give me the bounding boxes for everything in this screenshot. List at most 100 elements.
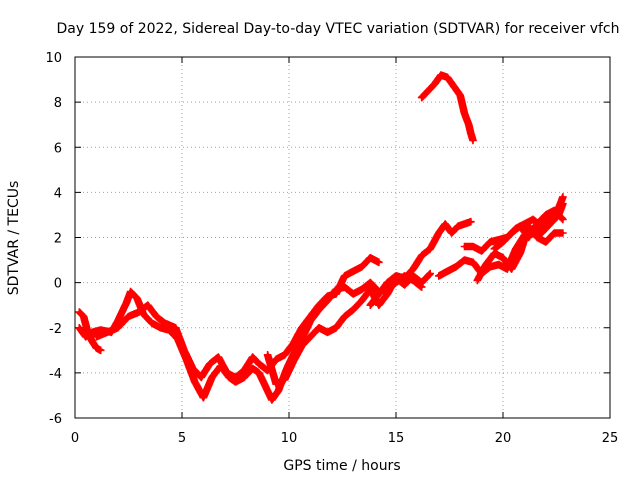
data-point: [334, 292, 338, 296]
data-point: [475, 278, 479, 282]
data-point: [191, 366, 195, 370]
series-arc-5: [366, 217, 475, 309]
data-point: [270, 398, 274, 402]
data-point: [257, 371, 261, 375]
data-point: [377, 303, 381, 307]
data-point: [368, 287, 372, 291]
data-point: [351, 292, 355, 296]
series-arc-1: [75, 308, 105, 355]
data-point: [283, 378, 287, 382]
data-point: [251, 355, 255, 359]
data-point: [458, 93, 462, 97]
data-point: [484, 263, 488, 267]
data-point: [242, 375, 246, 379]
data-point: [251, 366, 255, 370]
data-point: [154, 314, 158, 318]
y-tick-label: 4: [54, 186, 62, 201]
data-point: [163, 321, 167, 325]
y-tick-label: 6: [54, 141, 62, 156]
data-point: [137, 310, 141, 314]
data-point: [283, 353, 287, 357]
data-point: [428, 272, 432, 276]
data-point: [225, 371, 229, 375]
data-point: [343, 274, 347, 278]
data-point: [90, 339, 94, 343]
data-point: [462, 222, 466, 226]
data-point: [469, 132, 473, 136]
data-point: [527, 224, 531, 228]
y-tick-label: 0: [54, 277, 62, 292]
chart-title: Day 159 of 2022, Sidereal Day-to-day VTE…: [56, 21, 619, 37]
data-point: [561, 231, 565, 235]
data-point: [94, 346, 98, 350]
data-point: [368, 256, 372, 260]
data-point: [492, 247, 496, 251]
data-point: [317, 303, 321, 307]
data-point: [501, 240, 505, 244]
data-point: [84, 335, 88, 339]
data-point: [150, 321, 154, 325]
data-point: [462, 258, 466, 262]
plot-frame: [74, 56, 611, 419]
data-point: [343, 314, 347, 318]
data-point: [300, 344, 304, 348]
data-point: [291, 360, 295, 364]
data-point: [90, 330, 94, 334]
y-tick-label: -2: [49, 322, 62, 337]
data-point: [257, 362, 261, 366]
series-markers-6: [417, 71, 477, 145]
data-point: [437, 231, 441, 235]
data-point: [201, 396, 205, 400]
data-point: [480, 249, 484, 253]
data-point: [462, 245, 466, 249]
data-point: [377, 292, 381, 296]
data-point: [535, 222, 539, 226]
data-point: [308, 314, 312, 318]
y-tick-label: 10: [45, 51, 62, 66]
data-point: [426, 89, 430, 93]
data-point: [276, 389, 280, 393]
data-point: [522, 222, 526, 226]
data-point: [540, 224, 544, 228]
data-point: [234, 375, 237, 379]
data-point: [174, 326, 178, 330]
data-series: [75, 71, 567, 404]
y-tick-label: -4: [49, 367, 62, 382]
data-point: [544, 240, 548, 244]
data-point: [263, 384, 267, 388]
data-point: [368, 281, 372, 285]
data-point: [360, 287, 364, 291]
data-point: [182, 348, 186, 352]
data-point: [308, 335, 312, 339]
y-tick-label: -6: [49, 412, 62, 427]
data-point: [193, 380, 197, 384]
data-point: [471, 245, 475, 249]
data-point: [334, 326, 338, 330]
data-point: [360, 299, 364, 303]
data-point: [452, 84, 456, 88]
data-point: [368, 303, 372, 307]
data-point: [105, 330, 109, 334]
data-point: [394, 274, 398, 278]
data-point: [518, 224, 522, 228]
data-point: [242, 369, 246, 373]
data-point: [343, 285, 347, 289]
series-arc-3: [92, 254, 383, 382]
data-point: [146, 303, 150, 307]
data-point: [216, 355, 220, 359]
data-point: [326, 294, 330, 298]
data-point: [510, 231, 514, 235]
data-point: [420, 254, 424, 258]
data-point: [300, 326, 304, 330]
data-point: [141, 312, 145, 316]
data-point: [420, 281, 424, 285]
data-point: [514, 247, 518, 251]
data-point: [462, 111, 466, 115]
data-point: [471, 138, 475, 142]
data-point: [291, 342, 295, 346]
data-point: [385, 292, 389, 296]
data-point: [552, 208, 556, 212]
data-point: [210, 375, 214, 379]
data-point: [469, 220, 473, 224]
